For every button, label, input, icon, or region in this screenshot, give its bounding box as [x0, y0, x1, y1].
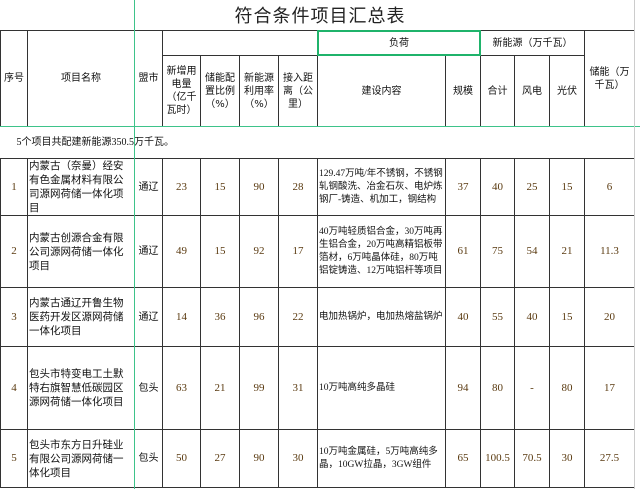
cell-util[interactable]: 90 — [239, 429, 279, 488]
cell-util[interactable]: 96 — [239, 287, 279, 347]
cell-dist[interactable]: 31 — [278, 346, 318, 430]
cell-no[interactable]: 3 — [0, 287, 28, 347]
cell-ratio[interactable]: 21 — [200, 346, 240, 430]
cell-name[interactable]: 内蒙古通辽开鲁生物医药开发区源网荷储一体化项目 — [27, 287, 135, 347]
cell-storage[interactable]: 20 — [584, 287, 635, 347]
cell-elec[interactable]: 50 — [162, 429, 201, 488]
cell-city[interactable]: 包头 — [134, 429, 163, 488]
cell-total[interactable]: 80 — [480, 346, 515, 430]
header-elec[interactable]: 新增用电量（亿千瓦时） — [162, 55, 201, 127]
sheet-edge — [634, 0, 635, 489]
header-no[interactable]: 序号 — [0, 30, 28, 127]
cell-city[interactable]: 通辽 — [134, 215, 163, 288]
cell-content[interactable]: 129.47万吨/年不锈钢，不锈钢轧钢酸洗、冶金石灰、电炉炼钢厂-铸造、机加工，… — [317, 158, 446, 216]
header-city[interactable]: 盟市 — [134, 30, 163, 127]
cell-storage[interactable]: 11.3 — [584, 215, 635, 288]
selected-cell-outline — [317, 30, 481, 56]
cell-city[interactable]: 通辽 — [134, 287, 163, 347]
table-row: 2 内蒙古创源合金有限公司源网荷储一体化项目 通辽 49 15 92 17 40万吨轻质铝合金… — [0, 215, 635, 288]
cell-ratio[interactable]: 36 — [200, 287, 240, 347]
table-row: 3 内蒙古通辽开鲁生物医药开发区源网荷储一体化项目 通辽 14 36 96 22 电加热锅炉，… — [0, 287, 635, 347]
header-storage[interactable]: 储能（万千瓦） — [584, 30, 635, 127]
header-content[interactable]: 建设内容 — [317, 55, 446, 127]
cell-wind[interactable]: 40 — [514, 287, 550, 347]
table-row: 5 包头市东方日升硅业有限公司源网荷储一体化项目 包头 50 27 90 30 10万吨金属硅… — [0, 429, 635, 488]
header-dist[interactable]: 接入距离（公里） — [278, 55, 318, 127]
cell-scale[interactable]: 37 — [445, 158, 481, 216]
cell-no[interactable]: 1 — [0, 158, 28, 216]
cell-storage[interactable]: 27.5 — [584, 429, 635, 488]
summary-table: 序号 项目名称 盟市 负荷 新能源（万千瓦） 储能（万千瓦） 新增用电量（亿千瓦… — [0, 30, 635, 488]
header-wind[interactable]: 风电 — [514, 55, 550, 127]
cell-elec[interactable]: 23 — [162, 158, 201, 216]
table-row: 1 内蒙古（奈曼）经安有色金属材料有限公司源网荷储一体化项目 通辽 23 15 90 28 1… — [0, 158, 635, 216]
cell-no[interactable]: 5 — [0, 429, 28, 488]
cell-total[interactable]: 55 — [480, 287, 515, 347]
page-title: 符合条件项目汇总表 — [234, 6, 406, 27]
header-pv[interactable]: 光伏 — [549, 55, 585, 127]
cell-ratio[interactable]: 15 — [200, 215, 240, 288]
cell-dist[interactable]: 17 — [278, 215, 318, 288]
header-newenergy[interactable]: 新能源（万千瓦） — [480, 30, 585, 56]
cell-total[interactable]: 40 — [480, 158, 515, 216]
cell-content[interactable]: 电加热锅炉，电加热熔盐锅炉 — [317, 287, 446, 347]
cell-content[interactable]: 10万吨金属硅，5万吨高纯多晶，10GW拉晶，3GW组件 — [317, 429, 446, 488]
cell-content[interactable]: 40万吨轻质铝合金，30万吨再生铝合金，20万吨高精铝板带箔材，6万吨晶体硅，8… — [317, 215, 446, 288]
table-row: 4 包头市特变电工土默特右旗智慧低碳园区源网荷储一体化项目 包头 63 21 99 31 10… — [0, 346, 635, 430]
cell-util[interactable]: 92 — [239, 215, 279, 288]
note-cell[interactable]: 5个项目共配建新能源350.5万千瓦。 — [0, 126, 635, 159]
cell-no[interactable]: 4 — [0, 346, 28, 430]
cell-name[interactable]: 包头市东方日升硅业有限公司源网荷储一体化项目 — [27, 429, 135, 488]
header-blank[interactable] — [162, 30, 318, 56]
cell-no[interactable]: 2 — [0, 215, 28, 288]
cell-elec[interactable]: 63 — [162, 346, 201, 430]
cell-scale[interactable]: 40 — [445, 287, 481, 347]
header-total[interactable]: 合计 — [480, 55, 515, 127]
cell-name[interactable]: 内蒙古创源合金有限公司源网荷储一体化项目 — [27, 215, 135, 288]
cell-total[interactable]: 100.5 — [480, 429, 515, 488]
header-util[interactable]: 新能源利用率（%） — [239, 55, 279, 127]
cell-wind[interactable]: 70.5 — [514, 429, 550, 488]
cell-scale[interactable]: 61 — [445, 215, 481, 288]
cell-ratio[interactable]: 15 — [200, 158, 240, 216]
cell-util[interactable]: 99 — [239, 346, 279, 430]
header-scale[interactable]: 规模 — [445, 55, 481, 127]
cell-wind[interactable]: 25 — [514, 158, 550, 216]
cell-wind[interactable]: - — [514, 346, 550, 430]
cell-pv[interactable]: 21 — [549, 215, 585, 288]
cell-name[interactable]: 包头市特变电工土默特右旗智慧低碳园区源网荷储一体化项目 — [27, 346, 135, 430]
cell-wind[interactable]: 54 — [514, 215, 550, 288]
cell-content[interactable]: 10万吨高纯多晶硅 — [317, 346, 446, 430]
header-ratio[interactable]: 储能配置比例（%） — [200, 55, 240, 127]
cell-name[interactable]: 内蒙古（奈曼）经安有色金属材料有限公司源网荷储一体化项目 — [27, 158, 135, 216]
header-name[interactable]: 项目名称 — [27, 30, 135, 127]
cell-storage[interactable]: 17 — [584, 346, 635, 430]
cell-storage[interactable]: 6 — [584, 158, 635, 216]
cell-elec[interactable]: 49 — [162, 215, 201, 288]
cell-pv[interactable]: 15 — [549, 158, 585, 216]
cell-pv[interactable]: 15 — [549, 287, 585, 347]
cell-ratio[interactable]: 27 — [200, 429, 240, 488]
cell-dist[interactable]: 22 — [278, 287, 318, 347]
cell-dist[interactable]: 28 — [278, 158, 318, 216]
cell-util[interactable]: 90 — [239, 158, 279, 216]
cell-total[interactable]: 75 — [480, 215, 515, 288]
row-guide — [0, 126, 640, 127]
cell-pv[interactable]: 30 — [549, 429, 585, 488]
cell-pv[interactable]: 80 — [549, 346, 585, 430]
cell-city[interactable]: 通辽 — [134, 158, 163, 216]
cell-city[interactable]: 包头 — [134, 346, 163, 430]
cell-dist[interactable]: 30 — [278, 429, 318, 488]
cell-scale[interactable]: 65 — [445, 429, 481, 488]
column-guide — [134, 0, 135, 489]
cell-elec[interactable]: 14 — [162, 287, 201, 347]
cell-scale[interactable]: 94 — [445, 346, 481, 430]
